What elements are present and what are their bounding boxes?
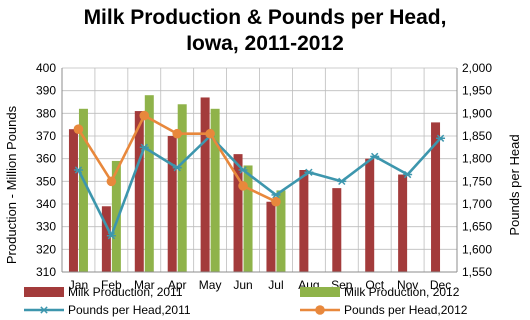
star-marker	[239, 166, 247, 174]
star-marker	[74, 166, 83, 174]
y2-tick-label: 1,650	[462, 220, 492, 234]
y-tick-label: 370	[36, 129, 56, 143]
bar	[266, 201, 276, 272]
star-marker	[338, 177, 346, 186]
x-tick-label: Apr	[168, 278, 187, 292]
bar	[167, 136, 177, 272]
y-tick-label: 350	[36, 174, 56, 188]
lines	[73, 110, 446, 240]
legend-swatch	[300, 287, 340, 297]
data-point	[106, 176, 117, 187]
bar	[243, 165, 253, 272]
bar	[134, 111, 144, 272]
y-tick-label: 400	[36, 61, 56, 75]
legend: Milk Production, 2011 Milk Production, 20…	[24, 285, 468, 317]
bars	[68, 95, 441, 273]
x-tick-label: Nov	[397, 278, 418, 292]
data-point	[172, 128, 183, 139]
y-axis-title: Production - Million Pounds	[4, 105, 19, 264]
bar	[68, 129, 78, 272]
series-line	[77, 134, 442, 238]
y2-tick-label: 1,800	[462, 152, 492, 166]
chart-title-line-2: Iowa, 2011-2012	[186, 32, 344, 55]
y-tick-label: 330	[36, 220, 56, 234]
data-point	[73, 124, 84, 134]
chart-title-line-1: Milk Production & Pounds per Head,	[84, 6, 447, 29]
bar	[177, 104, 187, 273]
x-tick-label: Jun	[233, 278, 252, 292]
bar	[111, 160, 121, 272]
star-marker	[107, 232, 116, 240]
y2-axis-title: Pounds per Head	[507, 134, 522, 235]
y2-tick-label: 1,950	[462, 84, 492, 98]
y-tick-label: 340	[36, 197, 56, 211]
x-tick-label: Feb	[101, 278, 122, 292]
data-point	[238, 181, 248, 191]
x-tick-label: Oct	[365, 278, 384, 292]
legend-marker	[315, 305, 325, 315]
bar	[276, 190, 286, 272]
y2-tick-label: 1,900	[462, 106, 492, 120]
data-point	[139, 110, 150, 121]
star-marker	[140, 143, 148, 152]
y2-tick-label: 1,600	[462, 242, 492, 256]
bar	[78, 108, 88, 272]
y-tick-label: 360	[36, 152, 56, 166]
bar	[332, 188, 342, 272]
star-marker	[40, 306, 48, 314]
star-marker	[272, 191, 280, 199]
bar	[200, 97, 210, 272]
y2-tick-label: 2,000	[462, 61, 492, 75]
bar	[233, 154, 243, 272]
axes: 310 1,550 320 1,600 330 1,650 340 1,700 350 1,750…	[36, 61, 492, 292]
legend-swatch	[24, 287, 64, 297]
x-tick-label: May	[199, 278, 222, 292]
data-point	[271, 196, 281, 207]
y2-tick-label: 1,850	[462, 129, 492, 143]
star-marker	[436, 134, 445, 142]
bar	[431, 122, 441, 273]
bar	[398, 174, 408, 272]
bar	[144, 95, 154, 272]
x-tick-label: Jan	[69, 278, 88, 292]
bar	[210, 108, 220, 272]
y-tick-label: 380	[36, 106, 56, 120]
y-tick-label: 390	[36, 84, 56, 98]
star-marker	[403, 170, 412, 179]
y2-tick-label: 1,750	[462, 174, 492, 188]
bar	[365, 158, 375, 272]
x-tick-label: Dec	[430, 278, 451, 292]
star-marker	[305, 168, 313, 176]
legend-label: Pounds per Head,2012	[344, 303, 468, 317]
legend-label: Pounds per Head,2011	[68, 303, 191, 317]
x-tick-label: Mar	[134, 278, 155, 292]
star-marker	[173, 164, 181, 172]
x-tick-label: Jul	[268, 278, 283, 292]
bar	[299, 170, 309, 272]
star-marker	[371, 152, 379, 161]
legend-label: Milk Production, 2011	[68, 285, 183, 299]
y-tick-label: 310	[36, 265, 56, 279]
legend-label: Milk Production, 2012	[344, 285, 460, 299]
y2-tick-label: 1,550	[462, 265, 492, 279]
y2-tick-label: 1,700	[462, 197, 492, 211]
y-tick-label: 320	[36, 242, 56, 256]
bar	[101, 206, 111, 272]
data-point	[205, 128, 215, 139]
